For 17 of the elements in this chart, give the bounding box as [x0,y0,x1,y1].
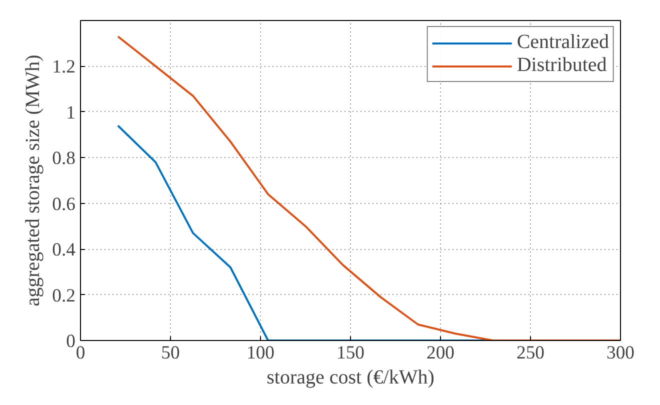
x-tick-label: 250 [516,342,544,364]
x-tick-label: 50 [161,342,180,364]
y-tick-label: 0.6 [52,194,76,215]
y-tick-label: 0.4 [52,240,76,261]
x-tick-label: 300 [606,342,634,364]
y-tick-label: 0.2 [52,285,76,306]
y-axis-title: aggregated storage size (MWh) [22,54,44,306]
x-tick-label: 200 [426,342,454,364]
legend-label: Distributed [516,54,607,77]
x-tick-label: 100 [246,342,274,364]
x-tick-label: 150 [336,342,364,364]
y-tick-label: 1 [66,102,76,124]
y-tick-label: 0.8 [52,148,76,170]
legend-label: Centralized [516,31,609,54]
line-series [116,36,620,340]
x-axis-title: storage cost (€/kWh) [266,366,434,388]
y-tick-label: 1.2 [52,56,76,78]
